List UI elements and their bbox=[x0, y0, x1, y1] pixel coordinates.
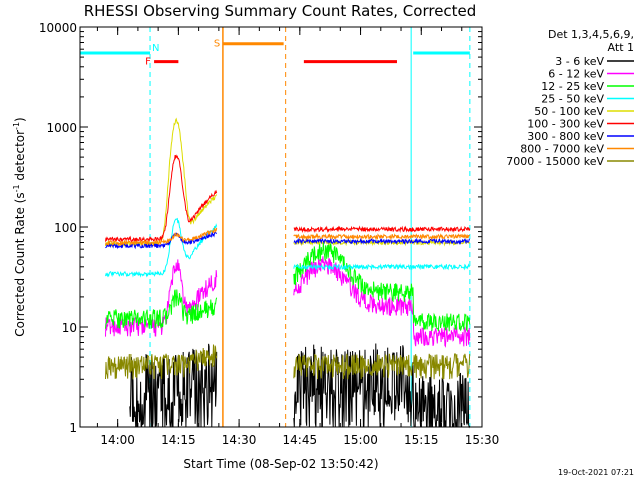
series-segment bbox=[293, 242, 471, 333]
series-segment bbox=[105, 231, 218, 250]
series-segment bbox=[293, 225, 471, 234]
legend-header-2: Att 1 bbox=[608, 41, 634, 54]
flag-label: N bbox=[152, 43, 159, 54]
x-tick-label: 15:30 bbox=[465, 433, 500, 447]
y-axis-label-main: Corrected Count Rate (s bbox=[13, 192, 27, 336]
x-tick-label: 15:15 bbox=[404, 433, 439, 447]
series-layer bbox=[105, 117, 471, 429]
series-trace bbox=[105, 117, 471, 248]
series-trace bbox=[105, 217, 470, 278]
y-tick-label: 1 bbox=[69, 421, 77, 435]
series-trace bbox=[105, 227, 471, 247]
legend-entry-label: 50 - 100 keV bbox=[534, 105, 604, 118]
x-tick-label: 14:45 bbox=[283, 433, 318, 447]
chart-title: RHESSI Observing Summary Count Rates, Co… bbox=[84, 2, 477, 20]
series-segment bbox=[105, 344, 218, 380]
y-axis-label: Corrected Count Rate (s-1 detector-1) bbox=[12, 117, 27, 336]
series-segment bbox=[105, 289, 218, 329]
legend-entry-label: 7000 - 15000 keV bbox=[506, 155, 604, 168]
x-tick-label: 14:15 bbox=[161, 433, 196, 447]
legend-header-1: Det 1,3,4,5,6,9, bbox=[548, 28, 634, 41]
series-trace bbox=[105, 231, 471, 250]
y-axis-label-mid: detector bbox=[13, 130, 27, 185]
x-tick-label: 14:00 bbox=[100, 433, 135, 447]
series-segment bbox=[105, 227, 218, 247]
y-tick-label: 1000 bbox=[46, 121, 77, 135]
y-tick-label: 10 bbox=[62, 321, 77, 335]
legend-entry-label: 300 - 800 keV bbox=[527, 130, 604, 143]
legend-entry-label: 100 - 300 keV bbox=[527, 118, 604, 131]
legend-entry-label: 12 - 25 keV bbox=[541, 80, 604, 93]
legend-entry-label: 800 - 7000 keV bbox=[520, 143, 604, 156]
x-tick-label: 15:00 bbox=[343, 433, 378, 447]
series-segment bbox=[105, 117, 218, 248]
flag-layer: NF S bbox=[79, 27, 471, 427]
legend-entry-label: 25 - 50 keV bbox=[541, 93, 604, 106]
y-tick-label: 100 bbox=[54, 221, 77, 235]
series-segment bbox=[105, 217, 218, 278]
legend-entry-label: 3 - 6 keV bbox=[555, 55, 604, 68]
series-segment bbox=[293, 232, 471, 241]
series-trace bbox=[105, 256, 471, 348]
x-axis-label: Start Time (08-Sep-02 13:50:42) bbox=[183, 457, 378, 471]
series-segment bbox=[105, 154, 218, 243]
series-segment bbox=[293, 353, 471, 380]
y-tick-label: 10000 bbox=[39, 21, 77, 35]
series-segment bbox=[293, 256, 471, 348]
flag-label: F bbox=[145, 57, 151, 68]
y-axis-label-end: ) bbox=[13, 117, 27, 122]
series-trace bbox=[105, 242, 471, 333]
series-segment bbox=[293, 237, 471, 246]
flag-label: S bbox=[214, 39, 220, 50]
x-tick-label: 14:30 bbox=[222, 433, 257, 447]
y-axis-label-sup1: -1 bbox=[12, 184, 21, 192]
y-axis-label-sup2: -1 bbox=[12, 122, 21, 130]
series-trace bbox=[105, 344, 471, 380]
legend-entry-label: 6 - 12 keV bbox=[548, 68, 604, 81]
series-trace bbox=[105, 154, 471, 243]
footer-timestamp: 19-Oct-2021 07:21 bbox=[558, 468, 634, 477]
axis-layer: 1 10 100 1000 10000 14:00 14:15 14:30 14:45 15:00… bbox=[39, 21, 499, 447]
series-segment bbox=[293, 263, 470, 271]
